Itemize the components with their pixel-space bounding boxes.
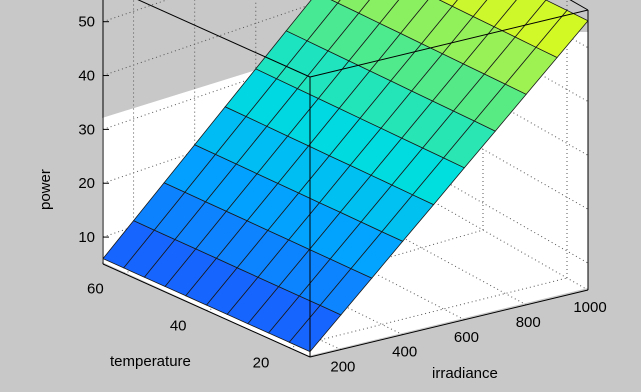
tick-layer: 10 20 30 40 50 20 40 60 200 400 600 800 1000 [78,14,606,376]
z-tick-label: 40 [78,68,95,85]
z-tick-label: 50 [78,14,95,31]
x-tick-label: 600 [454,329,479,346]
surface-patch [337,0,370,14]
surface-patch [472,0,517,28]
surface-patch [438,0,458,7]
surface-patch [535,9,589,58]
x-tick-label: 200 [330,359,355,376]
surface-patch [451,0,488,17]
x-tick-label: 1000 [573,299,606,316]
surface-layer [102,0,589,353]
x-tick-label: 400 [392,344,417,361]
z-axis-label: power [37,169,54,210]
z-tick-label: 10 [78,229,95,246]
grid-line-z-back [102,34,379,130]
y-tick-label: 60 [87,280,104,297]
grid-line-z-back [102,88,379,184]
axes-edge-front [309,9,589,78]
x-tick-label: 800 [516,314,541,331]
y-tick-label: 20 [253,355,270,372]
surface-patch [493,0,547,38]
x-axis-label: irradiance [432,365,498,382]
axes-edge-front [102,263,311,358]
y-tick-label: 40 [170,318,187,335]
z-tick-label: 20 [78,175,95,192]
surface-patch [379,0,429,34]
y-axis-label: temperature [110,353,191,370]
grid-line-z-back [102,0,326,77]
axes-edge-front [309,289,589,358]
z-tick-label: 30 [78,121,95,138]
surface-patch [358,0,400,24]
axes-box-front [102,0,589,358]
axes-edge-front [137,0,311,78]
grid-line-z-back [102,0,169,23]
